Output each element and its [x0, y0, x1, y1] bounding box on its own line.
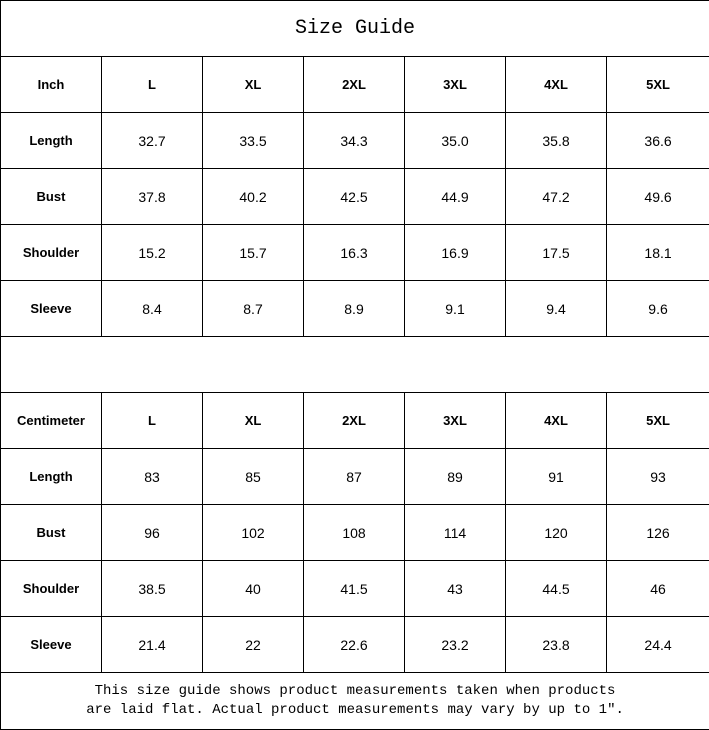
measurement-cell: 38.5 — [101, 560, 203, 617]
measurement-cell: 21.4 — [101, 616, 203, 673]
measurement-cell: 47.2 — [505, 168, 607, 225]
measurement-cell: 87 — [303, 448, 405, 505]
measurement-cell: 46 — [605, 560, 709, 617]
row-label: Shoulder — [0, 560, 102, 617]
note-line-1: This size guide shows product measuremen… — [94, 683, 616, 699]
measurement-cell: 9.1 — [404, 280, 506, 337]
measurement-cell: 16.3 — [303, 224, 405, 281]
measurement-cell: 43 — [404, 560, 506, 617]
measurement-cell: 126 — [605, 504, 709, 561]
measurement-cell: 35.0 — [404, 112, 506, 169]
measurement-cell: 17.5 — [505, 224, 607, 281]
table-row: Bust 37.8 40.2 42.5 44.9 47.2 49.6 — [0, 168, 709, 225]
measurement-cell: 33.5 — [202, 112, 304, 169]
size-header: L — [101, 56, 203, 113]
size-header: XL — [202, 56, 304, 113]
measurement-cell: 18.1 — [605, 224, 709, 281]
measurement-cell: 23.2 — [404, 616, 506, 673]
note-row: This size guide shows product measuremen… — [0, 672, 709, 730]
note-line-2: are laid flat. Actual product measuremen… — [86, 702, 624, 718]
size-header: XL — [202, 392, 304, 449]
header-row: Inch L XL 2XL 3XL 4XL 5XL — [0, 56, 709, 113]
measurement-cell: 40.2 — [202, 168, 304, 225]
measurement-cell: 49.6 — [605, 168, 709, 225]
page-title: Size Guide — [0, 0, 709, 57]
row-label: Sleeve — [0, 280, 102, 337]
table-row: Length 32.7 33.5 34.3 35.0 35.8 36.6 — [0, 112, 709, 169]
table-row: Shoulder 38.5 40 41.5 43 44.5 46 — [0, 560, 709, 617]
measurement-cell: 8.4 — [101, 280, 203, 337]
size-header: 3XL — [404, 56, 506, 113]
size-header: 3XL — [404, 392, 506, 449]
measurement-cell: 96 — [101, 504, 203, 561]
measurement-cell: 37.8 — [101, 168, 203, 225]
row-label: Bust — [0, 168, 102, 225]
measurement-cell: 22 — [202, 616, 304, 673]
measurement-cell: 9.6 — [605, 280, 709, 337]
measurement-cell: 120 — [505, 504, 607, 561]
size-header: 2XL — [303, 392, 405, 449]
unit-header: Centimeter — [0, 392, 102, 449]
measurement-cell: 42.5 — [303, 168, 405, 225]
measurement-cell: 24.4 — [605, 616, 709, 673]
measurement-cell: 83 — [101, 448, 203, 505]
spacer-row — [0, 336, 709, 393]
measurement-cell: 22.6 — [303, 616, 405, 673]
measurement-cell: 32.7 — [101, 112, 203, 169]
measurement-cell: 15.7 — [202, 224, 304, 281]
row-label: Sleeve — [0, 616, 102, 673]
measurement-cell: 93 — [605, 448, 709, 505]
size-header: L — [101, 392, 203, 449]
measurement-cell: 8.7 — [202, 280, 304, 337]
measurement-cell: 89 — [404, 448, 506, 505]
row-label: Length — [0, 112, 102, 169]
measurement-cell: 44.5 — [505, 560, 607, 617]
measurement-cell: 8.9 — [303, 280, 405, 337]
measurement-cell: 91 — [505, 448, 607, 505]
size-header: 4XL — [505, 392, 607, 449]
size-header: 5XL — [605, 56, 709, 113]
measurement-cell: 102 — [202, 504, 304, 561]
size-header: 5XL — [605, 392, 709, 449]
measurement-cell: 9.4 — [505, 280, 607, 337]
measurement-cell: 34.3 — [303, 112, 405, 169]
title-row: Size Guide — [0, 0, 709, 57]
table-row: Bust 96 102 108 114 120 126 — [0, 504, 709, 561]
row-label: Shoulder — [0, 224, 102, 281]
header-row: Centimeter L XL 2XL 3XL 4XL 5XL — [0, 392, 709, 449]
measurement-cell: 36.6 — [605, 112, 709, 169]
table-row: Sleeve 8.4 8.7 8.9 9.1 9.4 9.6 — [0, 280, 709, 337]
size-header: 2XL — [303, 56, 405, 113]
measurement-cell: 23.8 — [505, 616, 607, 673]
measurement-cell: 108 — [303, 504, 405, 561]
measurement-cell: 114 — [404, 504, 506, 561]
row-label: Length — [0, 448, 102, 505]
measurement-cell: 41.5 — [303, 560, 405, 617]
measurement-cell: 15.2 — [101, 224, 203, 281]
measurement-cell: 85 — [202, 448, 304, 505]
measurement-cell: 16.9 — [404, 224, 506, 281]
size-header: 4XL — [505, 56, 607, 113]
measurement-cell: 35.8 — [505, 112, 607, 169]
table-row: Sleeve 21.4 22 22.6 23.2 23.8 24.4 — [0, 616, 709, 673]
row-label: Bust — [0, 504, 102, 561]
table-row: Length 83 85 87 89 91 93 — [0, 448, 709, 505]
spacer-cell — [0, 336, 709, 393]
measurement-cell: 44.9 — [404, 168, 506, 225]
measurement-cell: 40 — [202, 560, 304, 617]
unit-header: Inch — [0, 56, 102, 113]
table-row: Shoulder 15.2 15.7 16.3 16.9 17.5 18.1 — [0, 224, 709, 281]
size-note: This size guide shows product measuremen… — [0, 672, 709, 730]
